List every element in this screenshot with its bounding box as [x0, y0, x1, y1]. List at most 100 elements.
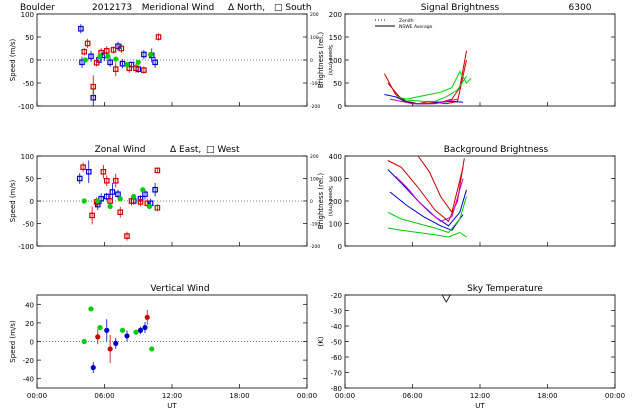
x-axis-label: UT: [167, 402, 177, 410]
point-red: [103, 47, 110, 54]
plot-frame: [344, 294, 616, 389]
legend-south-west: □ South: [274, 3, 312, 13]
y-tick-label: -100: [18, 243, 34, 251]
y-tick-label: -20: [23, 357, 34, 365]
point-green: [95, 198, 101, 204]
series-line-blue-2: [389, 191, 464, 231]
panel-meridional: Meridional Wind Δ North, □ South -100 -50 0 50…: [9, 3, 333, 111]
y-axis-label: Speed (m/s): [9, 180, 17, 223]
point-green: [124, 62, 130, 68]
point-blue: [142, 324, 148, 331]
chart-title: Meridional Wind: [142, 3, 214, 13]
y-tick-label: 0: [30, 339, 34, 347]
series-line-blue: [387, 169, 467, 227]
point-green: [97, 324, 103, 331]
point-red: [126, 65, 133, 72]
plot-frame: [344, 155, 616, 247]
y2-tick-label: 200: [310, 154, 319, 160]
y-tick-label: 100: [21, 153, 34, 161]
chart-subtitle: 6300: [569, 3, 592, 13]
y-axis-label: Speed (m/s): [9, 320, 17, 363]
point-red: [124, 233, 130, 239]
point-green: [105, 53, 111, 59]
point-blue: [103, 193, 110, 200]
point-green: [135, 59, 141, 65]
site-label: Boulder: [20, 3, 55, 13]
panel-vertical: Vertical Wind -40 -20 0 20 40 00:00 06:00 12:00 1…: [9, 284, 317, 410]
point-green: [81, 338, 87, 345]
y-tick-label: 150: [329, 34, 342, 42]
point-blue: [107, 59, 113, 66]
point-red: [154, 204, 161, 211]
y-tick-label: 400: [329, 153, 342, 161]
series-line-green: [395, 70, 472, 100]
series-line-red-2: [417, 155, 464, 214]
y2-tick-label: -100: [310, 81, 320, 87]
y-tick-label: 0: [30, 198, 34, 206]
y-tick-label: -40: [331, 323, 342, 331]
y2-tick-label: -200: [310, 104, 320, 110]
y-tick-label: 20: [25, 320, 34, 328]
y2-tick-label: 100: [310, 35, 319, 41]
x-axis-label: UT: [475, 402, 485, 410]
y-tick-label: -40: [23, 376, 34, 384]
y2-tick-label: 100: [310, 177, 319, 183]
y-tick-label: -80: [331, 385, 342, 393]
point-blue: [90, 364, 96, 371]
x-tick-label: 00:00: [605, 392, 625, 400]
point-red: [89, 212, 95, 219]
point-red: [128, 198, 135, 204]
y-tick-label: -30: [331, 308, 342, 316]
date-label: 2012173: [92, 3, 132, 13]
panel-signal: Signal Brightness 6300 0 50 100 150 200 Brightn…: [317, 3, 616, 111]
y2-tick-label: 200: [310, 12, 319, 18]
point-red: [133, 65, 139, 72]
y-tick-label: -50: [23, 221, 34, 229]
point-red: [137, 199, 144, 205]
chart-title: Signal Brightness: [421, 3, 500, 13]
point-blue: [104, 327, 110, 333]
y-tick-label: -20: [331, 292, 342, 300]
x-tick-label: 06:00: [402, 392, 422, 400]
point-blue: [88, 53, 94, 60]
x-tick-label: 00:00: [27, 392, 47, 400]
point-green: [113, 56, 119, 62]
y2-tick-label: -200: [310, 244, 320, 250]
plot-frame: [344, 13, 616, 107]
y2-tick-label: 0: [310, 199, 313, 205]
point-blue: [115, 191, 121, 198]
point-green: [82, 57, 88, 63]
y-axis-label: (K): [317, 336, 325, 346]
point-green: [131, 193, 137, 200]
point-red: [144, 314, 150, 320]
y-tick-label: -60: [331, 354, 342, 362]
panel-zonal: Zonal Wind Δ East, □ West -100 -50 0 50 100 -200…: [9, 145, 333, 251]
panel-background: Background Brightness 0 100 200 300 400 Bright…: [317, 145, 616, 251]
point-red: [141, 67, 147, 73]
y-tick-label: 200: [329, 11, 342, 19]
x-tick-label: 12:00: [470, 392, 490, 400]
point-blue: [152, 186, 158, 193]
point-blue: [85, 168, 92, 175]
y-tick-label: -50: [23, 80, 34, 88]
point-red: [95, 334, 101, 340]
y-tick-label: 0: [338, 103, 342, 111]
point-red: [110, 47, 117, 53]
point-green: [97, 53, 103, 59]
series-line-red: [387, 158, 465, 223]
point-red: [107, 346, 113, 352]
y2-axis-label: Speed (m/s): [327, 186, 333, 216]
point-blue: [124, 333, 130, 339]
point-green: [107, 203, 113, 209]
y-axis-label: Speed (m/s): [9, 39, 17, 82]
point-blue: [109, 189, 116, 195]
y-tick-label: 300: [329, 176, 342, 184]
y2-axis-label: Speed (m/s): [327, 45, 333, 75]
y-tick-label: 0: [338, 243, 342, 251]
point-red: [118, 45, 125, 52]
point-red: [84, 40, 91, 47]
legend-south-west: □ West: [206, 145, 240, 155]
y-tick-label: -100: [18, 103, 34, 111]
point-blue: [137, 327, 144, 333]
y-tick-label: 100: [21, 11, 34, 19]
